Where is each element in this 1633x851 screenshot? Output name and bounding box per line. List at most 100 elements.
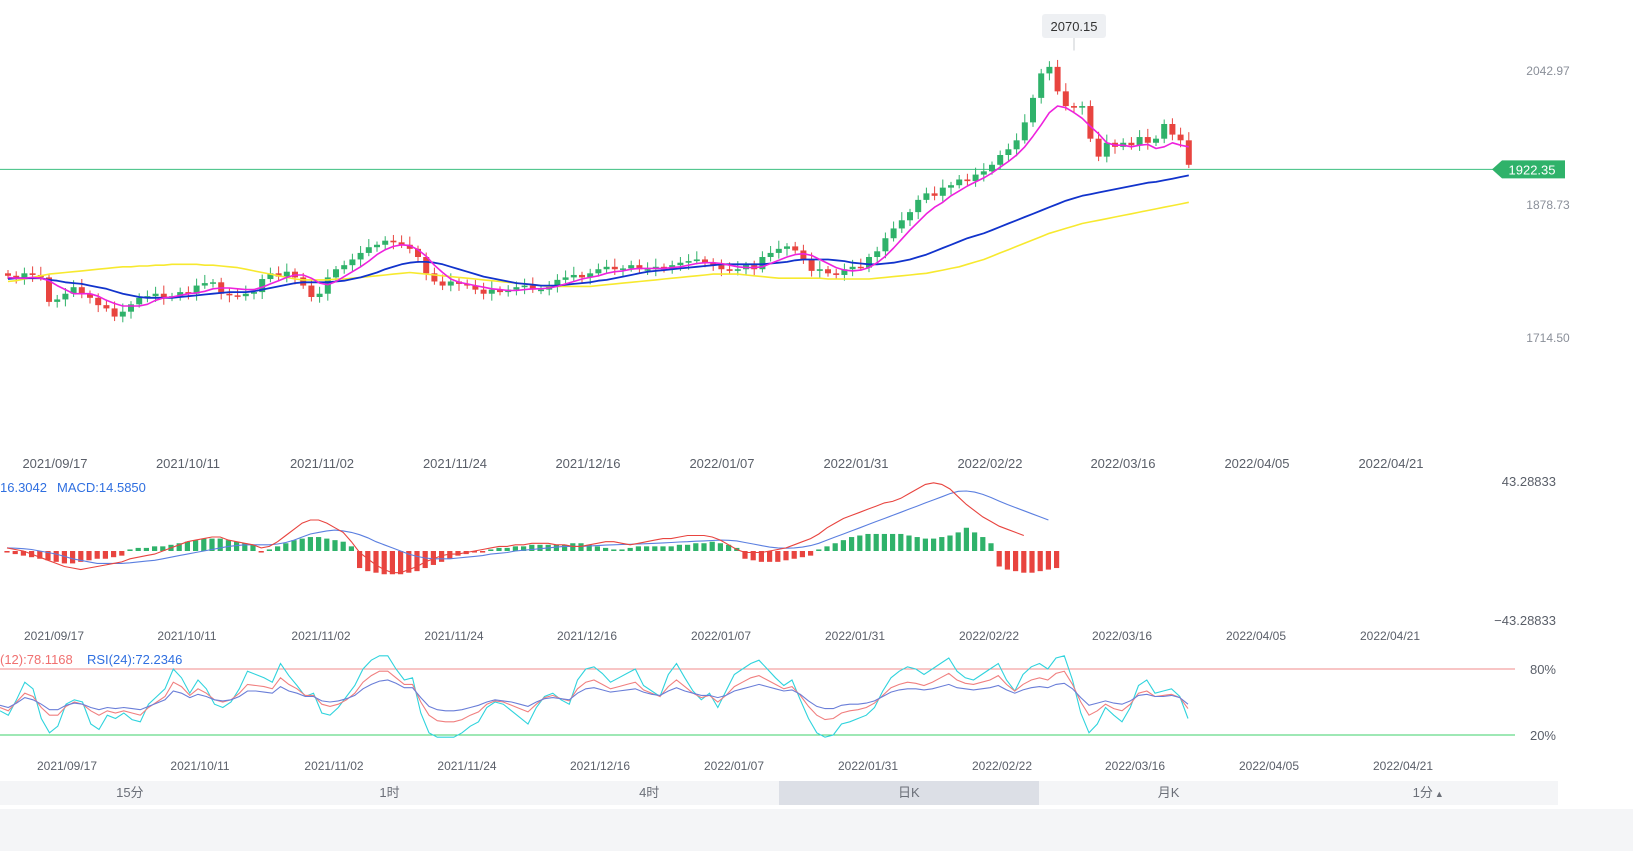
candle-body: [710, 262, 717, 266]
macd-legend-dif: 16.3042: [0, 480, 47, 495]
candle-body: [775, 248, 782, 253]
macd-hist-bar: [529, 544, 535, 551]
macd-hist-bar: [1037, 551, 1043, 572]
ma-short-line: [7, 105, 1189, 307]
candle-body: [1005, 149, 1012, 156]
candle-body: [620, 268, 626, 270]
ma-long-line: [7, 201, 1189, 288]
price-panel[interactable]: 2042.97 1878.73 1714.50 1922.35 2070.15 2021/…: [0, 14, 1570, 471]
candle-body: [1087, 106, 1094, 139]
candle-body: [972, 174, 979, 182]
candle-body: [931, 193, 938, 196]
macd-hist-bar: [512, 546, 518, 551]
macd-hist-bar: [668, 546, 674, 551]
rsi-legend-24: RSI(24):72.2346: [87, 652, 182, 667]
tab-1min-dropdown[interactable]: 1分 ▲: [1298, 781, 1558, 805]
candle-body: [734, 269, 741, 271]
macd-x-tick-label: 2021/12/16: [557, 629, 617, 643]
macd-hist-bar: [266, 549, 272, 551]
macd-hist-bar: [217, 538, 223, 551]
macd-hist-bar: [439, 551, 445, 562]
macd-y-tick-label: −43.28833: [1494, 613, 1556, 628]
macd-hist-bar: [307, 537, 313, 551]
chart-stage[interactable]: 2042.97 1878.73 1714.50 1922.35 2070.15 2021/…: [0, 0, 1633, 781]
macd-hist-bar: [1054, 551, 1060, 569]
current-price-badge: [1492, 160, 1565, 179]
candle-body: [423, 257, 430, 274]
candle-body: [808, 259, 815, 271]
macd-x-tick-label: 2022/01/07: [691, 629, 751, 643]
candle-body: [939, 187, 946, 196]
candle-body: [1021, 122, 1028, 141]
macd-hist-bar: [578, 543, 584, 551]
candle-body: [997, 155, 1004, 165]
candle-body: [923, 193, 930, 200]
tab-daily[interactable]: 日K: [779, 781, 1039, 805]
candle-body: [447, 281, 454, 286]
rsi-panel[interactable]: (12):78.1168 RSI(24):72.2346 80% 20% 2021/09…: [0, 652, 1556, 773]
bottom-strip: [0, 809, 1633, 851]
macd-hist-bar: [898, 533, 904, 551]
macd-hist-bar: [906, 535, 912, 551]
rsi6-line: [0, 655, 1189, 738]
candle-body: [693, 259, 700, 262]
tab-1h[interactable]: 1时: [260, 781, 520, 805]
candle-body: [989, 164, 995, 172]
candle-body: [677, 262, 684, 266]
candle-body: [103, 305, 110, 309]
macd-hist-bar: [635, 546, 641, 551]
macd-hist-bar: [972, 532, 978, 551]
candle-body: [538, 289, 544, 292]
tab-monthly[interactable]: 月K: [1039, 781, 1299, 805]
macd-hist-bar: [586, 544, 592, 551]
macd-hist-bar: [652, 546, 658, 551]
rsi-x-tick-label: 2022/01/31: [838, 759, 898, 773]
candle-body: [956, 179, 963, 186]
tab-label: 1时: [379, 785, 400, 800]
candle-body: [570, 274, 577, 278]
candle-body: [611, 266, 618, 270]
rsi-y-tick-label: 20%: [1530, 728, 1556, 743]
tab-4h[interactable]: 4时: [519, 781, 779, 805]
rsi-x-tick-label: 2022/04/05: [1239, 759, 1299, 773]
macd-hist-bar: [881, 533, 887, 551]
candle-body: [1185, 140, 1192, 165]
macd-hist-bar: [955, 532, 961, 551]
macd-hist-bar: [176, 543, 182, 551]
candle-body: [833, 273, 840, 275]
candle-body: [324, 277, 331, 294]
candle-body: [316, 293, 323, 297]
macd-hist-bar: [127, 549, 133, 551]
macd-hist-bar: [398, 551, 404, 575]
candle-body: [439, 281, 446, 286]
candle-body: [431, 273, 438, 282]
macd-hist-bar: [234, 541, 240, 551]
candle-body: [587, 273, 594, 278]
candle-body: [907, 212, 913, 221]
candle-body: [234, 295, 241, 297]
macd-hist-bar: [799, 551, 805, 558]
macd-hist-bar: [61, 551, 67, 564]
price-y-tick-label: 1878.73: [1526, 198, 1570, 212]
candle-body: [193, 285, 200, 294]
macd-hist-bar: [455, 551, 461, 556]
macd-panel[interactable]: 16.3042 MACD:14.5850 43.28833 −43.28833 2021…: [0, 474, 1556, 643]
candle-body: [1161, 123, 1168, 139]
macd-hist-bar: [316, 537, 322, 551]
candle-body: [964, 179, 971, 182]
macd-hist-bar: [775, 551, 781, 562]
price-x-tick-label: 2022/04/21: [1358, 456, 1423, 471]
candle-body: [70, 287, 77, 294]
candle-body: [644, 269, 651, 271]
price-x-tick-label: 2022/04/05: [1224, 456, 1289, 471]
candle-body: [1030, 97, 1036, 123]
candle-body: [874, 251, 881, 258]
tab-15min[interactable]: 15分: [0, 781, 260, 805]
candle-body: [800, 250, 807, 260]
macd-hist-bar: [258, 551, 264, 553]
macd-hist-bar: [357, 551, 363, 569]
macd-hist-bar: [603, 547, 609, 551]
rsi-x-tick-label: 2021/12/16: [570, 759, 630, 773]
candle-body: [406, 244, 413, 249]
timeframe-tabbar: 15分 1时 4时 日K 月K 1分 ▲: [0, 781, 1558, 805]
